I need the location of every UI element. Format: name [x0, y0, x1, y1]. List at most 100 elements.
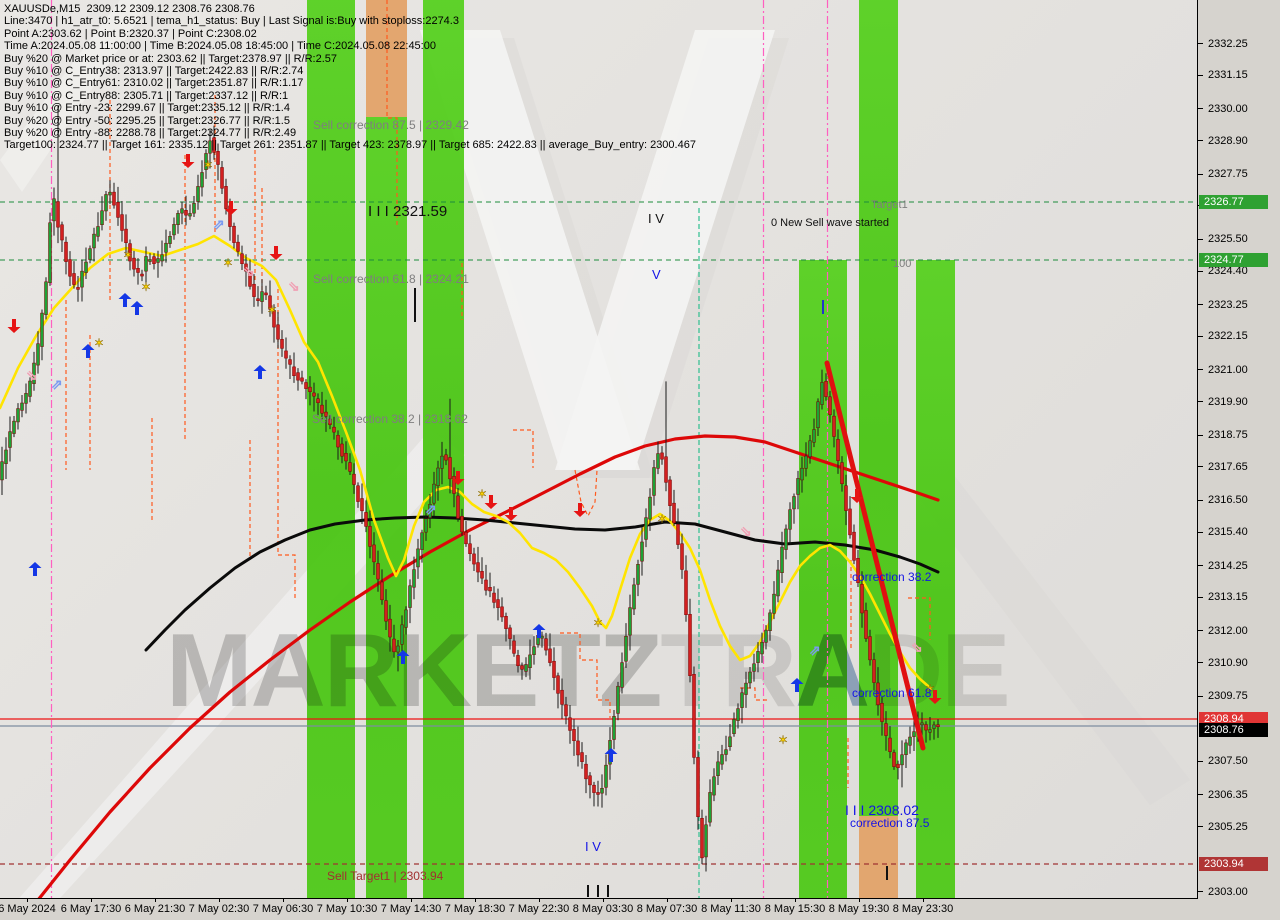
time-axis-label: 7 May 02:30: [188, 903, 250, 915]
price-level-badge: 2303.94: [1199, 857, 1268, 871]
bullish-session-band: [799, 260, 847, 898]
yellow-ma-line: [0, 234, 930, 688]
time-axis[interactable]: 6 May 2024 6 May 17:30 6 May 21:30 7 May 02…: [0, 899, 1280, 920]
info-line: Line:3470 | h1_atr_t0: 5.6521 | tema_h1_…: [4, 15, 459, 28]
time-axis-tick: [795, 899, 796, 902]
time-axis-tick: [411, 899, 412, 902]
price-axis-tick: [1198, 630, 1203, 632]
price-axis-label: 2317.65: [1208, 460, 1248, 473]
buy-signal-arrow-icon: [604, 748, 618, 762]
bullish-session-band: [916, 260, 955, 898]
sell-signal-arrow-icon: [451, 471, 465, 485]
price-axis-tick: [1198, 466, 1203, 468]
price-axis-label: 2307.50: [1208, 755, 1248, 768]
price-axis-tick: [1198, 238, 1203, 240]
price-axis-tick: [1198, 891, 1203, 893]
time-axis-tick: [859, 899, 860, 902]
time-axis-tick: [91, 899, 92, 902]
red-ma-line: [37, 434, 940, 898]
time-axis-tick: [667, 899, 668, 902]
info-line: Target100: 2324.77 || Target 161: 2335.1…: [4, 139, 696, 152]
indicator-info-text: XAUUSDe,M15 2309.12 2309.12 2308.76 2308…: [4, 3, 696, 152]
price-axis-tick: [1198, 826, 1203, 827]
price-axis-label: 2332.25: [1208, 37, 1248, 50]
bullish-session-band: [366, 117, 407, 898]
info-line: Buy %10 @ C_Entry61: 2310.02 || Target:2…: [4, 77, 304, 90]
fractal-star-icon: ✶: [123, 248, 133, 262]
bullish-session-band: [307, 0, 355, 898]
time-axis-label: 8 May 19:30: [828, 903, 890, 915]
time-axis-tick: [155, 899, 156, 902]
price-axis-label: 2306.35: [1208, 788, 1248, 801]
black-ma-line: [144, 515, 940, 652]
price-axis-label: 2325.50: [1208, 233, 1248, 246]
sell-signal-arrow-icon: [850, 489, 864, 503]
time-axis-label: 8 May 15:30: [764, 903, 826, 915]
price-axis-tick: [1198, 140, 1203, 142]
sell-signal-arrow-icon: [504, 507, 518, 521]
stop-level-dashed-line: [277, 282, 296, 600]
fractal-star-icon: ✶: [94, 336, 104, 350]
price-axis-tick: [1198, 335, 1203, 337]
buy-signal-arrow-icon: [790, 678, 804, 692]
price-axis-tick: [1198, 74, 1203, 76]
fractal-star-icon: ✶: [925, 682, 935, 696]
price-axis-tick: [1198, 794, 1203, 796]
time-axis-label: 7 May 10:30: [316, 903, 378, 915]
candlestick-series: [0, 105, 940, 872]
price-level-badge: 2308.76: [1199, 723, 1268, 737]
info-line: XAUUSDe,M15 2309.12 2309.12 2308.76 2308…: [4, 3, 255, 15]
minor-sell-arrow-icon: ⇘: [911, 639, 923, 655]
chart-plot-area[interactable]: MARKETZTRADE ⇗ ⇗ ⇗ ⇗ ⇘ ⇘ ⇘ ⇘ ⇘ ✶ ✶ ✶ ✶ ✶ ✶ ✶ ✶ ✶ ✶ ✶ XAUUSD…: [0, 0, 1198, 899]
minor-sell-arrow-icon: ⇘: [26, 367, 38, 383]
price-axis-label: 2328.90: [1208, 134, 1248, 147]
time-axis-label: 6 May 17:30: [60, 903, 122, 915]
price-axis-tick: [1198, 531, 1203, 533]
time-axis-tick: [731, 899, 732, 902]
price-chart-canvas[interactable]: ⇗ ⇗ ⇗ ⇗ ⇘ ⇘ ⇘ ⇘ ⇘ ✶ ✶ ✶ ✶ ✶ ✶ ✶ ✶ ✶ ✶ ✶: [0, 0, 1197, 898]
time-axis-tick: [347, 899, 348, 902]
price-axis-label: 2315.40: [1208, 526, 1248, 539]
info-line: Buy %10 @ C_Entry38: 2313.97 || Target:2…: [4, 65, 304, 78]
time-axis-label: 7 May 06:30: [252, 903, 314, 915]
price-axis-label: 2309.75: [1208, 690, 1248, 702]
info-line: Buy %20 @ Entry -88: 2288.78 || Target:2…: [4, 127, 297, 140]
price-axis[interactable]: 2332.25 2331.15 2330.00 2328.90 2327.75 2326.…: [1198, 0, 1280, 898]
price-axis-label: 2313.15: [1208, 591, 1248, 604]
bullish-session-band: [423, 0, 464, 898]
price-axis-label: 2303.00: [1208, 885, 1248, 898]
price-axis-label: 2321.00: [1208, 363, 1248, 376]
fractal-star-icon: ✶: [203, 158, 213, 172]
time-axis-label: 8 May 11:30: [701, 903, 761, 915]
info-line: Buy %10 @ C_Entry88: 2305.71 || Target:2…: [4, 89, 289, 102]
fractal-star-icon: ✶: [657, 512, 667, 526]
buy-signal-arrow-icon: [253, 365, 267, 379]
sell-signal-arrow-icon: [224, 201, 238, 215]
sell-trendline[interactable]: [824, 360, 926, 751]
info-line: Buy %20 @ Entry -50: 2295.25 || Target:2…: [4, 114, 290, 127]
price-axis-label: 2319.90: [1208, 395, 1248, 408]
time-axis-label: 7 May 14:30: [380, 903, 442, 915]
sell-signal-arrow-icon: [269, 246, 283, 260]
fractal-star-icon: ✶: [267, 303, 277, 317]
sell-signal-arrow-icon: [7, 319, 21, 333]
info-line: Buy %10 @ Entry -23: 2299.67 || Target:2…: [4, 102, 290, 115]
time-axis-tick: [539, 899, 540, 902]
price-axis-label: 2316.50: [1208, 494, 1248, 507]
price-axis-tick: [1198, 760, 1203, 762]
time-axis-label: 8 May 03:30: [572, 903, 634, 915]
price-level-badge: 2308.94: [1199, 712, 1268, 726]
price-axis-tick: [1198, 434, 1203, 436]
stop-level-dashed-line: [513, 429, 534, 468]
price-axis-tick: [1198, 43, 1203, 44]
time-axis-label: 6 May 21:30: [124, 903, 186, 915]
stop-level-dashed-line: [574, 469, 598, 518]
stop-level-dashed-line: [560, 632, 611, 718]
sell-signal-arrow-icon: [484, 495, 498, 509]
price-axis-tick: [1198, 596, 1203, 598]
minor-buy-arrow-icon: ⇗: [213, 216, 225, 232]
price-axis-tick: [1198, 662, 1203, 664]
stop-level-dashed-line: [386, 0, 398, 225]
buy-signal-arrow-icon: [532, 624, 546, 638]
